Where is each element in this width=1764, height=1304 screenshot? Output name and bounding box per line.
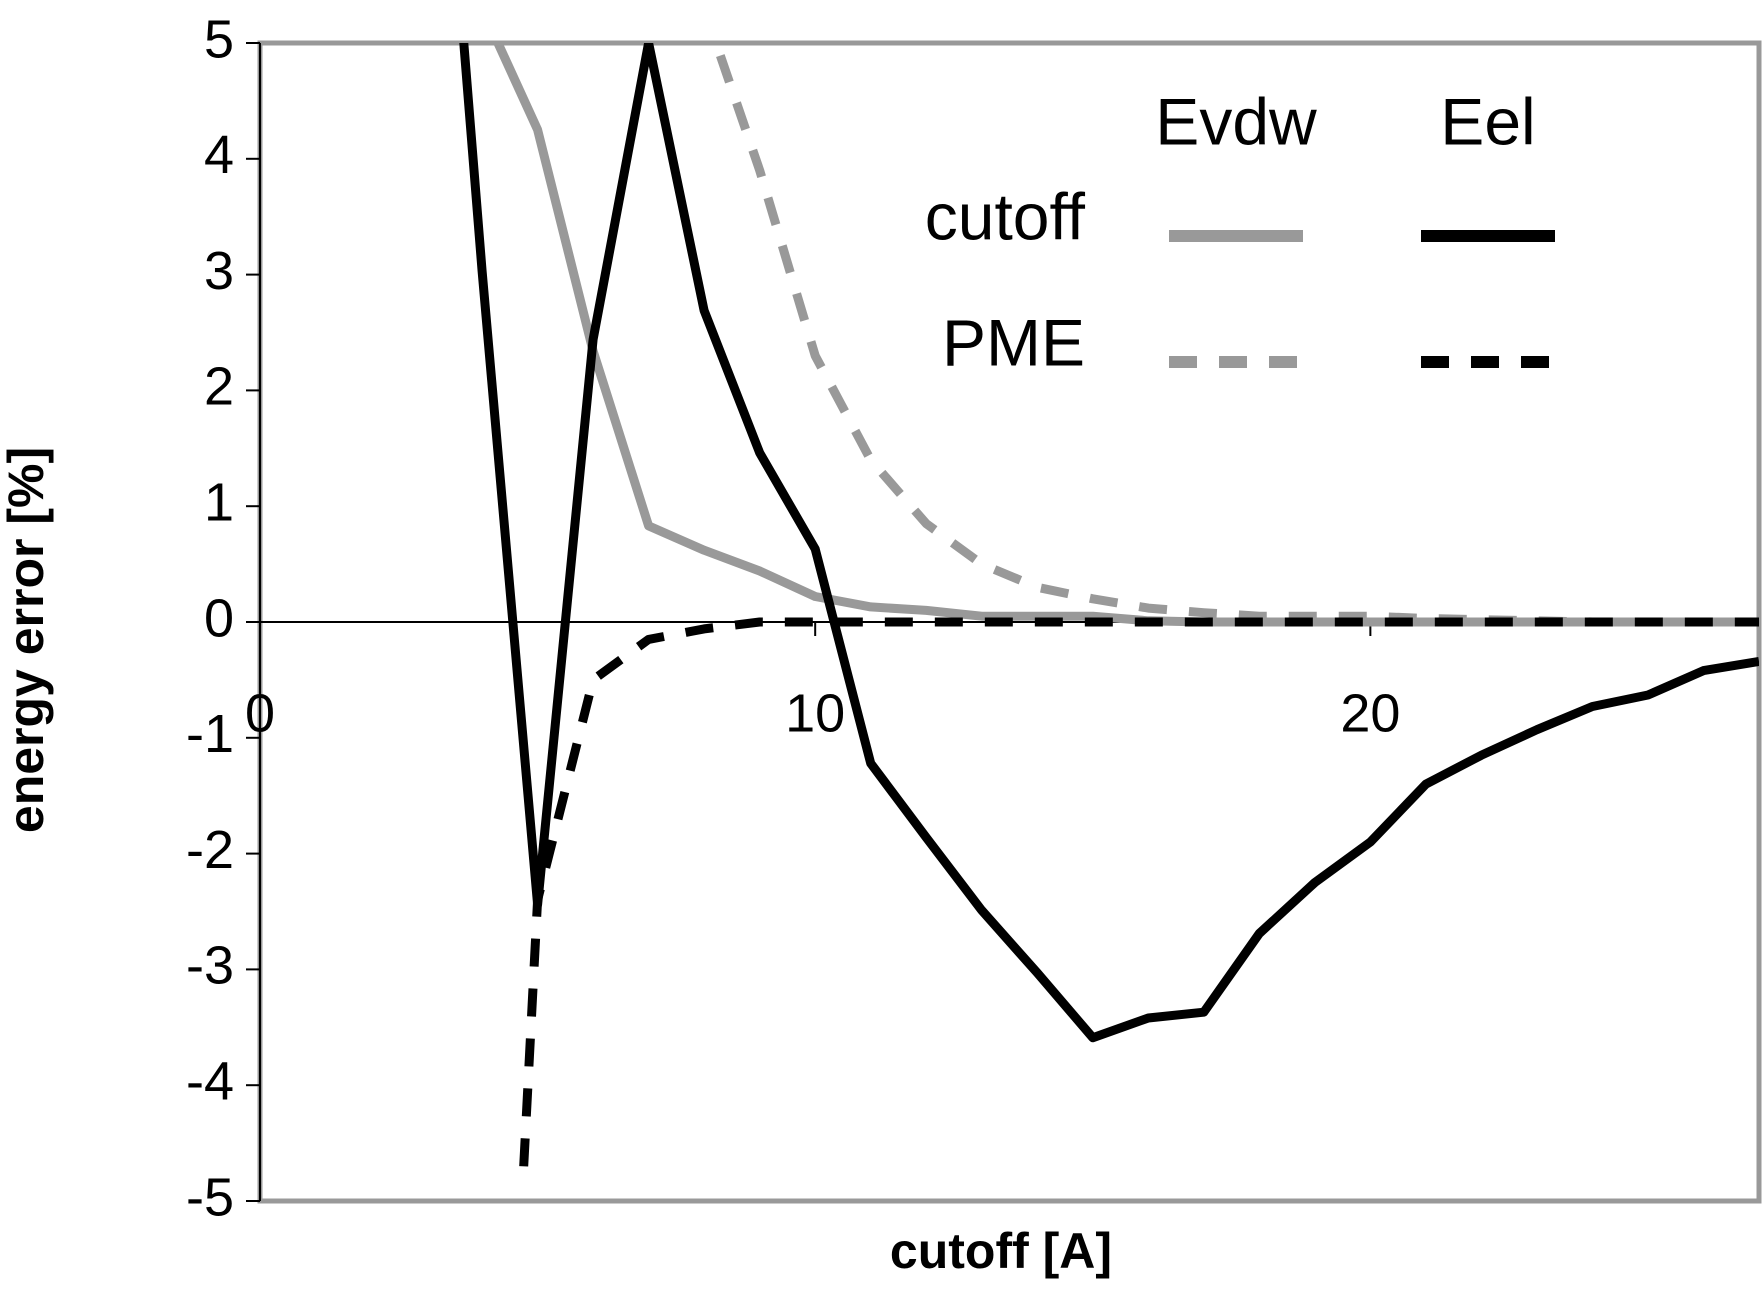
y-tick-label: 4 — [204, 125, 234, 185]
x-tick-label: 20 — [1340, 683, 1400, 743]
y-tick-label: -1 — [186, 704, 234, 764]
series-line — [519, 617, 1759, 1167]
legend-row-label: cutoff — [925, 179, 1086, 253]
y-tick-label: -3 — [186, 936, 234, 996]
y-tick-label: -5 — [186, 1167, 234, 1227]
legend-column-label: Evdw — [1155, 84, 1317, 158]
x-axis-title: cutoff [A] — [890, 1223, 1112, 1279]
series-line — [459, 43, 1759, 1043]
y-tick-label: -4 — [186, 1051, 234, 1111]
legend-column-label: Eel — [1440, 84, 1535, 158]
series-line — [493, 43, 1759, 627]
y-tick-label: 1 — [204, 472, 234, 532]
x-tick-label: 0 — [245, 683, 275, 743]
y-tick-label: 0 — [204, 588, 234, 648]
y-axis-title: energy error [%] — [0, 447, 54, 833]
y-tick-label: 2 — [204, 357, 234, 417]
legend-row-label: PME — [942, 305, 1085, 379]
y-tick-label: -2 — [186, 820, 234, 880]
series-group — [459, 43, 1759, 1167]
y-tick-label: 3 — [204, 241, 234, 301]
x-tick-label: 10 — [785, 683, 845, 743]
y-tick-label: 5 — [204, 9, 234, 69]
